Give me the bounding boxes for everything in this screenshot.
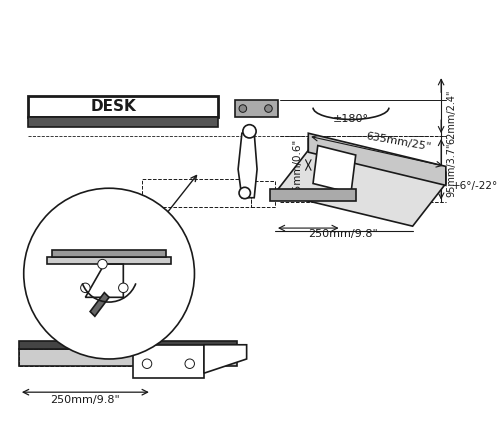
Text: 635mm/25": 635mm/25" bbox=[365, 131, 432, 153]
Bar bbox=[252, 181, 275, 207]
Circle shape bbox=[243, 124, 256, 138]
Circle shape bbox=[239, 105, 246, 112]
Bar bbox=[19, 349, 237, 365]
Circle shape bbox=[119, 283, 128, 292]
Bar bbox=[19, 341, 237, 349]
Bar bbox=[133, 345, 204, 378]
Text: 62mm/2.4": 62mm/2.4" bbox=[447, 90, 457, 144]
Circle shape bbox=[239, 187, 250, 199]
Polygon shape bbox=[52, 250, 166, 257]
Circle shape bbox=[24, 188, 194, 359]
Bar bbox=[29, 117, 218, 127]
Circle shape bbox=[185, 359, 194, 368]
Bar bbox=[271, 189, 356, 200]
Circle shape bbox=[142, 359, 152, 368]
Circle shape bbox=[265, 105, 272, 112]
Text: +6°/-22°: +6°/-22° bbox=[451, 181, 498, 191]
Polygon shape bbox=[275, 150, 446, 226]
Polygon shape bbox=[308, 133, 446, 185]
Polygon shape bbox=[90, 292, 109, 316]
Text: 250mm/9.8": 250mm/9.8" bbox=[309, 229, 378, 239]
Polygon shape bbox=[313, 146, 356, 193]
Bar bbox=[19, 349, 133, 365]
Text: 15mm/0.6": 15mm/0.6" bbox=[292, 137, 302, 195]
Text: 250mm/9.8": 250mm/9.8" bbox=[51, 395, 120, 405]
Polygon shape bbox=[204, 345, 246, 373]
Polygon shape bbox=[48, 257, 171, 264]
Circle shape bbox=[81, 283, 90, 292]
Bar bbox=[29, 96, 218, 117]
Circle shape bbox=[98, 260, 107, 269]
Polygon shape bbox=[238, 133, 257, 198]
Text: 95mm/3.7": 95mm/3.7" bbox=[447, 142, 457, 197]
Text: ±180°: ±180° bbox=[333, 114, 369, 124]
Text: DESK: DESK bbox=[91, 99, 137, 114]
Bar bbox=[142, 179, 252, 207]
Polygon shape bbox=[85, 264, 123, 298]
Bar bbox=[235, 100, 278, 117]
Polygon shape bbox=[308, 139, 446, 184]
